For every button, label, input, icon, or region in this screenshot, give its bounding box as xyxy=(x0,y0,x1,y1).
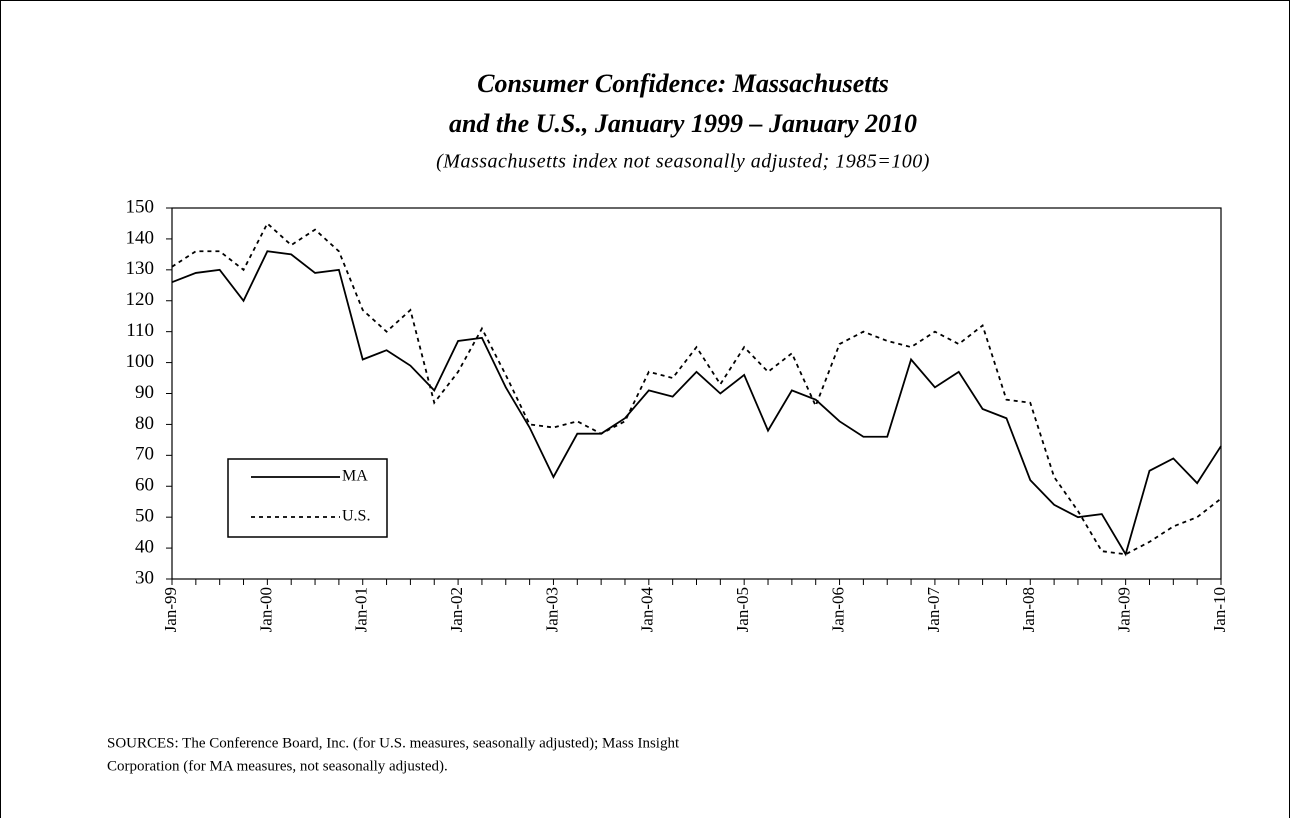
x-tick-label: Jan-04 xyxy=(638,587,657,633)
source-note: SOURCES: The Conference Board, Inc. (for… xyxy=(107,735,680,751)
x-tick-label: Jan-07 xyxy=(924,587,943,633)
legend-label: U.S. xyxy=(342,508,370,525)
y-tick-label: 50 xyxy=(135,506,154,527)
x-tick-label: Jan-06 xyxy=(828,587,847,632)
x-tick-label: Jan-02 xyxy=(447,587,466,632)
y-tick-label: 70 xyxy=(135,444,154,465)
source-note: Corporation (for MA measures, not season… xyxy=(107,758,448,774)
x-tick-label: Jan-08 xyxy=(1019,587,1038,632)
x-tick-label: Jan-10 xyxy=(1210,587,1229,632)
y-tick-label: 80 xyxy=(135,413,154,434)
y-tick-label: 60 xyxy=(135,475,154,496)
y-tick-label: 120 xyxy=(126,289,155,310)
y-tick-label: 140 xyxy=(126,227,155,248)
y-tick-label: 40 xyxy=(135,536,154,557)
legend-box xyxy=(227,458,388,538)
legend-label: MA xyxy=(342,468,368,485)
chart-subtitle: (Massachusetts index not seasonally adju… xyxy=(436,151,930,173)
chart-title: and the U.S., January 1999 – January 201… xyxy=(449,109,917,138)
x-tick-label: Jan-00 xyxy=(256,587,275,632)
x-tick-label: Jan-01 xyxy=(352,587,371,632)
series-line xyxy=(171,250,1222,557)
y-tick-label: 100 xyxy=(126,351,155,372)
y-tick-label: 30 xyxy=(135,567,154,588)
x-tick-label: Jan-03 xyxy=(542,587,561,632)
y-tick-label: 150 xyxy=(126,196,155,217)
x-tick-label: Jan-09 xyxy=(1115,587,1134,632)
y-tick-label: 130 xyxy=(126,258,155,279)
y-tick-label: 90 xyxy=(135,382,154,403)
x-tick-label: Jan-05 xyxy=(733,587,752,632)
series-line xyxy=(171,222,1222,556)
chart-title: Consumer Confidence: Massachusetts xyxy=(477,69,889,98)
y-tick-label: 110 xyxy=(126,320,154,341)
x-tick-label: Jan-99 xyxy=(161,587,180,632)
